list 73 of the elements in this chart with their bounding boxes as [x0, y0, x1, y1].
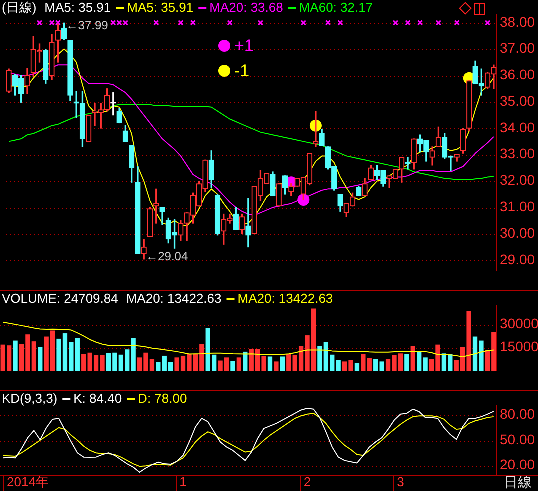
- legend-label: MA20: 33.68: [210, 0, 284, 15]
- bar: [156, 362, 161, 371]
- point: [49, 20, 55, 26]
- point: [258, 20, 264, 26]
- point: [36, 20, 43, 26]
- bar: [336, 360, 341, 371]
- y-tick-label: 20.00: [500, 456, 536, 473]
- y-tick-label: 32.00: [500, 172, 536, 188]
- bar: [13, 340, 18, 371]
- y-tick-label: 50.00: [500, 431, 536, 448]
- y-tick-label: 34.00: [500, 119, 536, 136]
- annotation: ←29.04: [146, 250, 188, 264]
- y-tick-label: 30.00: [500, 224, 536, 241]
- x-tick-label: 2: [304, 474, 312, 490]
- y-tick-label: 30000: [500, 315, 538, 332]
- point: [110, 20, 116, 26]
- y-tick-label: 37.00: [500, 40, 536, 56]
- candlestick: [246, 198, 252, 248]
- text: 日線: [504, 474, 532, 490]
- y-tick-label: 36.00: [500, 66, 536, 83]
- legend-label: D: 78.00: [138, 391, 188, 406]
- y-tick-label: 29.00: [500, 251, 536, 268]
- legend-label: K: 84.40: [74, 391, 122, 406]
- legend-label: MA60: 32.17: [299, 0, 374, 15]
- point: [154, 20, 160, 26]
- point: [417, 20, 424, 26]
- bar: [286, 354, 292, 371]
- point: [178, 20, 184, 26]
- x-tick-label: 1: [180, 474, 187, 490]
- bar: [354, 363, 360, 371]
- bar: [230, 361, 236, 371]
- chart-subtitle: MA5: 35.91: [44, 0, 112, 15]
- point: [298, 194, 310, 206]
- legend-label: +1: [234, 36, 254, 56]
- candlestick: [405, 157, 411, 170]
- y-tick-label: 38.00: [500, 14, 536, 30]
- y-tick-label: 33.00: [500, 146, 536, 162]
- y-tick-label: 35.00: [500, 92, 536, 109]
- point: [325, 20, 332, 26]
- x-tick-label: 3: [397, 474, 404, 490]
- chart-title: KD(9,3,3): [2, 391, 58, 406]
- annotation: ←37.99: [66, 18, 109, 32]
- point: [436, 20, 442, 26]
- point: [405, 20, 411, 26]
- bar: [268, 356, 273, 371]
- point: [116, 20, 122, 26]
- x-tick-label: 2014年: [6, 474, 49, 490]
- chart-title: VOLUME: 24709.84: [2, 291, 118, 306]
- chart-subtitle: MA20: 13422.63: [126, 291, 222, 306]
- bar: [274, 362, 279, 371]
- bar: [38, 346, 43, 371]
- bar: [404, 354, 410, 371]
- chart-title: (日線): [2, 0, 37, 15]
- bar: [243, 352, 248, 371]
- bar: [236, 358, 242, 371]
- point: [300, 20, 307, 26]
- point: [392, 20, 399, 26]
- legend-label: -1: [234, 62, 250, 81]
- point: [122, 20, 129, 26]
- point: [190, 20, 196, 26]
- bar: [82, 354, 86, 371]
- point: [338, 20, 344, 26]
- legend-label: MA5: 35.91: [127, 0, 194, 15]
- y-tick-label: 80.00: [500, 406, 536, 422]
- bar: [410, 346, 416, 371]
- bar: [280, 356, 285, 371]
- point: [454, 20, 460, 26]
- point: [227, 20, 233, 26]
- point: [55, 20, 62, 26]
- y-tick-label: 15000: [500, 338, 538, 355]
- y-tick-label: 31.00: [500, 198, 536, 215]
- point: [484, 20, 491, 26]
- legend-label: MA20: 13422.63: [238, 291, 334, 306]
